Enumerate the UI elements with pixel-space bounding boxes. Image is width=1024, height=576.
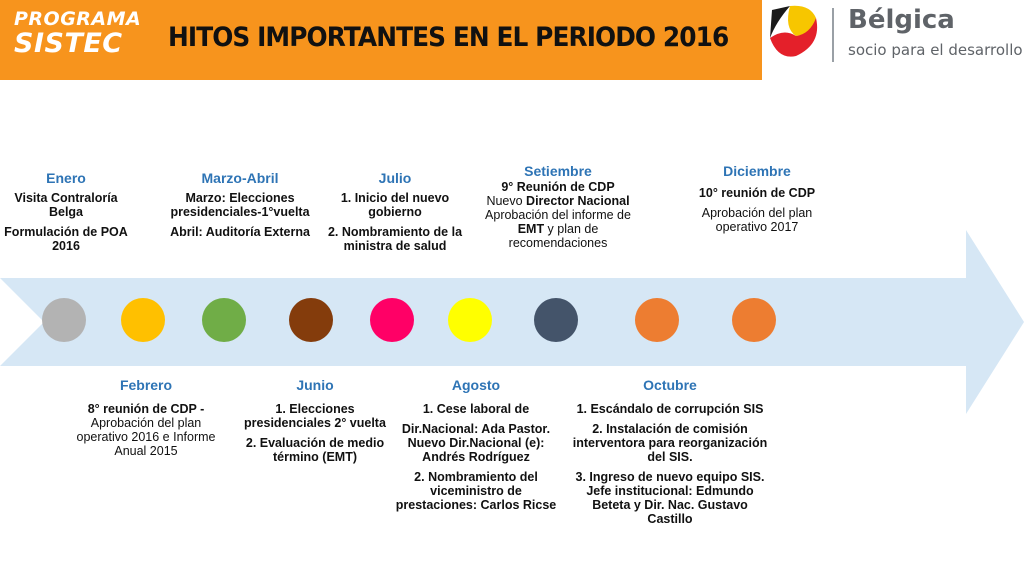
milestone-text: 1. Elecciones presidenciales 2° vuelta — [244, 402, 386, 430]
milestone-febrero: Febrero 8° reunión de CDP - Aprobación d… — [76, 378, 216, 458]
milestone-setiembre: Setiembre 9° Reunión de CDP Nuevo Direct… — [478, 164, 638, 250]
month-label: Junio — [296, 377, 334, 393]
month-label: Febrero — [119, 377, 173, 393]
dot-octubre — [635, 298, 679, 342]
milestone-text: 2. Evaluación de medio término (EMT) — [245, 436, 385, 464]
milestone-text: Nuevo — [486, 194, 527, 208]
month-label: Octubre — [643, 377, 697, 393]
logo-divider — [832, 8, 834, 62]
program-logo-line1: PROGRAMA — [14, 8, 142, 30]
milestone-text: Visita Contraloría Belga — [14, 191, 118, 219]
logo-name: Bélgica — [848, 5, 955, 35]
milestone-text: 2. Nombramiento de la ministra de salud — [327, 225, 463, 253]
milestone-text: Abril: Auditoría Externa — [170, 225, 310, 239]
dot-agosto — [448, 298, 492, 342]
dot-diciembre — [732, 298, 776, 342]
logo-yellow-shape — [788, 5, 816, 36]
dot-febrero — [121, 298, 165, 342]
milestone-text: Formulación de POA 2016 — [4, 225, 128, 253]
milestone-text: 1. Inicio del nuevo gobierno — [340, 191, 450, 219]
month-label: Agosto — [451, 377, 501, 393]
milestone-text: 10° reunión de CDP — [698, 186, 816, 200]
milestone-text: Dir.Nacional: Ada Pastor. Nuevo Dir.Naci… — [401, 422, 551, 464]
milestone-text: 8° reunión de CDP - — [87, 402, 205, 416]
logo-red-shape — [770, 18, 818, 57]
program-logo: PROGRAMA SISTEC — [14, 8, 142, 59]
month-label: Marzo-Abril — [201, 170, 279, 186]
month-label: Diciembre — [723, 163, 791, 179]
milestone-text: 2. Instalación de comisión interventora … — [572, 422, 768, 464]
program-logo-line2: SISTEC — [14, 28, 123, 59]
milestone-octubre: Octubre 1. Escándalo de corrupción SIS 2… — [572, 378, 768, 532]
dot-enero — [42, 298, 86, 342]
logo-subtitle: socio para el desarrollo — [848, 41, 1023, 59]
milestone-text-line: Nuevo Director Nacional — [478, 194, 638, 208]
dot-setiembre — [534, 298, 578, 342]
timeline-arrow — [0, 230, 1024, 414]
month-label: Setiembre — [524, 163, 592, 179]
milestone-text: Marzo: Elecciones presidenciales-1°vuelt… — [170, 191, 310, 219]
milestone-text-bold: Director Nacional — [526, 194, 630, 208]
dot-junio — [289, 298, 333, 342]
milestone-text: 1. Escándalo de corrupción SIS — [576, 402, 764, 416]
milestone-text-line: Aprobación del informe de EMT y plan de … — [478, 208, 638, 250]
milestone-text: 3. Ingreso de nuevo equipo SIS. Jefe ins… — [575, 470, 765, 526]
dot-marzo-abril — [202, 298, 246, 342]
milestone-text: Aprobación del plan operativo 2016 e Inf… — [76, 416, 216, 458]
belgium-logo-icon — [770, 5, 818, 57]
milestone-julio: Julio 1. Inicio del nuevo gobierno 2. No… — [320, 171, 470, 259]
milestone-text: 9° Reunión de CDP — [501, 180, 615, 194]
month-label: Julio — [378, 170, 412, 186]
logo-black-shape — [770, 6, 790, 38]
milestone-text: Aprobación del informe de — [485, 208, 631, 222]
milestone-text: 2. Nombramiento del viceministro de pres… — [395, 470, 557, 512]
milestone-marzo-abril: Marzo-Abril Marzo: Elecciones presidenci… — [160, 171, 320, 245]
milestone-text: Aprobación del plan operativo 2017 — [701, 206, 813, 234]
milestone-text: 1. Cese laboral de — [422, 402, 530, 416]
milestone-text-bold: EMT — [517, 222, 545, 236]
dot-julio — [370, 298, 414, 342]
month-label: Enero — [46, 170, 86, 186]
milestone-text: y plan de recomendaciones — [508, 222, 608, 250]
milestone-diciembre: Diciembre 10° reunión de CDP Aprobación … — [684, 164, 830, 240]
milestone-enero: Enero Visita Contraloría Belga Formulaci… — [4, 171, 128, 259]
header-banner: PROGRAMA SISTEC HITOS IMPORTANTES EN EL … — [0, 0, 762, 80]
page-title: HITOS IMPORTANTES EN EL PERIODO 2016 — [168, 22, 729, 53]
milestone-agosto: Agosto 1. Cese laboral de Dir.Nacional: … — [392, 378, 560, 518]
milestone-junio: Junio 1. Elecciones presidenciales 2° vu… — [240, 378, 390, 470]
